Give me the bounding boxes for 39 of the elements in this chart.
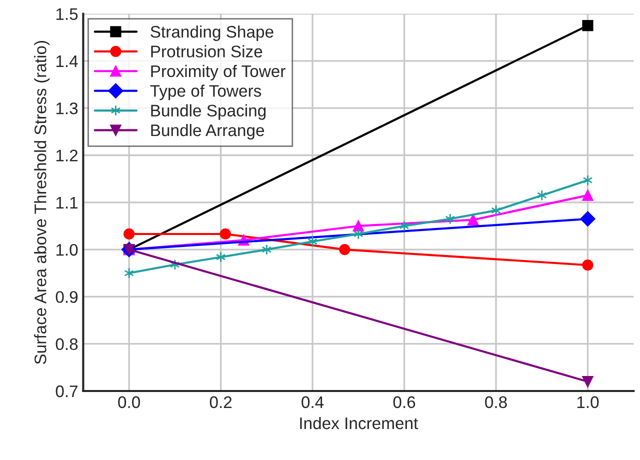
point <box>124 268 134 279</box>
point <box>262 244 272 256</box>
y-tick-label: 1.4 <box>56 56 78 67</box>
legend-label: Proximity of Tower <box>151 64 286 80</box>
point <box>582 260 594 271</box>
point <box>445 213 456 224</box>
point <box>339 244 350 256</box>
point <box>582 190 594 201</box>
point <box>582 376 594 388</box>
point <box>352 220 364 232</box>
point <box>216 252 226 263</box>
legend-label: Type of Towers <box>150 84 262 100</box>
y-tick-label: 1.2 <box>56 150 78 162</box>
legend-label: Bundle Spacing <box>151 104 266 120</box>
y-axis-title: Surface Area above Threshold Stress (ratio) <box>34 40 50 364</box>
point <box>582 20 594 32</box>
x-tick-label: 0.8 <box>485 396 507 408</box>
point <box>580 211 596 226</box>
y-tick-label: 0.7 <box>56 385 78 398</box>
point <box>220 228 231 240</box>
point <box>353 228 364 240</box>
x-tick-label: 0.6 <box>393 396 416 408</box>
point <box>468 214 479 226</box>
x-tick-label: 1.0 <box>577 396 599 408</box>
y-tick-label: 0.9 <box>56 291 78 303</box>
y-tick-label: 0.8 <box>56 338 78 350</box>
point <box>399 220 410 232</box>
x-tick-label: 0.2 <box>210 396 232 408</box>
y-tick-label: 1.1 <box>56 196 78 208</box>
legend-label: Protrusion Size <box>151 45 262 58</box>
x-tick-label: 0.0 <box>118 396 140 408</box>
y-tick-label: 1.0 <box>56 244 78 256</box>
legend-label: Bundle Arrange <box>151 124 264 140</box>
x-axis-title: Index Increment <box>300 416 418 430</box>
y-tick-label: 1.3 <box>56 102 78 114</box>
legend-label: Stranding Shape <box>150 25 274 42</box>
point <box>124 228 135 240</box>
y-tick-label: 1.5 <box>56 8 78 20</box>
x-tick-label: 0.4 <box>302 396 324 408</box>
